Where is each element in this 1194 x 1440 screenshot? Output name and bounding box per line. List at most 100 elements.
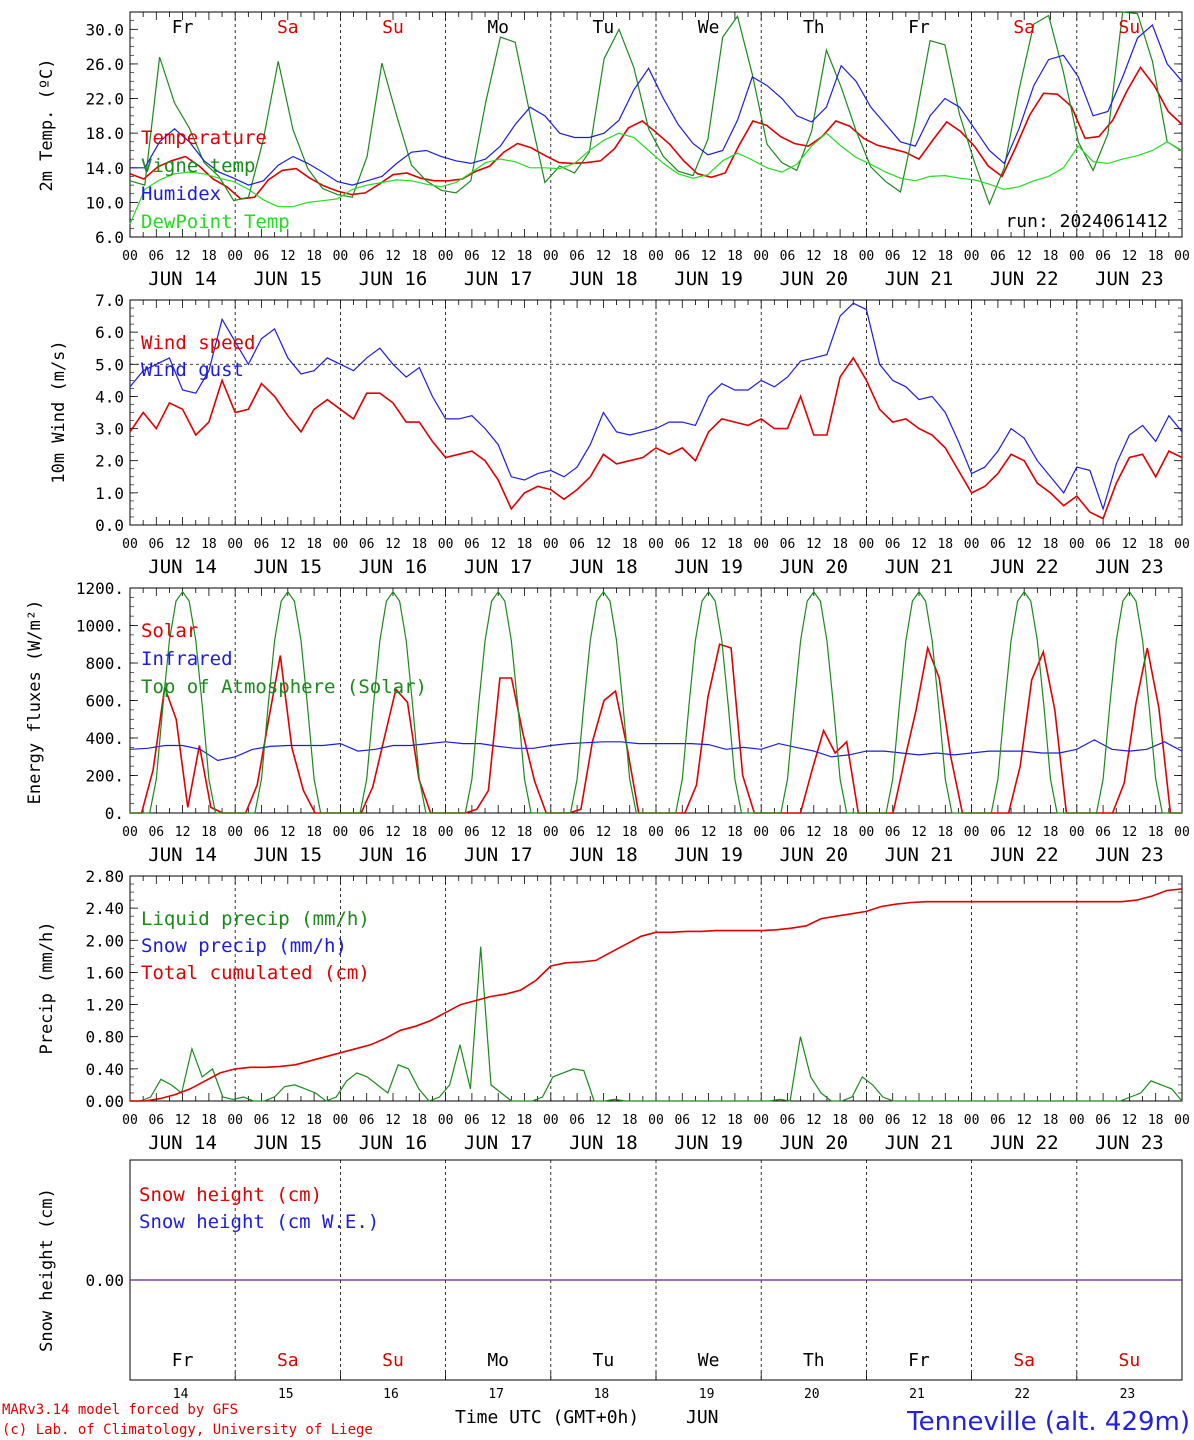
panel-5-day-number: 22 [1014, 1387, 1030, 1402]
panel-1-date-label: JUN 19 [674, 268, 743, 290]
panel-3-hour-label: 06 [780, 825, 796, 840]
panel-4-hour-label: 18 [411, 1113, 427, 1128]
panel-3-hour-label: 00 [438, 825, 454, 840]
panel-2-hour-label: 12 [1016, 537, 1032, 552]
panel-1-hour-label: 00 [333, 249, 349, 264]
panel-2-hour-label: 18 [306, 537, 322, 552]
panel-4-hour-label: 00 [1069, 1113, 1085, 1128]
panel-2-ytick-label: 7.0 [95, 291, 124, 310]
panel-1-day-name: Mo [487, 17, 509, 38]
panel-4-hour-label: 12 [1122, 1113, 1138, 1128]
panel-1-hour-label: 18 [201, 249, 217, 264]
panel-1-hour-label: 12 [596, 249, 612, 264]
panel-3-date-label: JUN 21 [885, 844, 954, 866]
panel-1-hour-label: 12 [1122, 249, 1138, 264]
panel-4-hour-label: 06 [990, 1113, 1006, 1128]
panel-1-series-dewpoint-temp [129, 132, 1183, 225]
panel-1-hour-label: 12 [911, 249, 927, 264]
panel-4-date-label: JUN 23 [1095, 1132, 1164, 1154]
panel-1-date-label: JUN 18 [569, 268, 638, 290]
panel-2-hour-label: 18 [832, 537, 848, 552]
panel-1-hour-label: 06 [885, 249, 901, 264]
panel-5-day-number: 18 [594, 1387, 610, 1402]
panel-3-hour-label: 06 [464, 825, 480, 840]
panel-2-date-label: JUN 14 [148, 556, 217, 578]
panel-5-day-name: We [698, 1350, 720, 1371]
panel-3-hour-label: 06 [990, 825, 1006, 840]
panel-1-hour-label: 06 [359, 249, 375, 264]
panel-1-hour-label: 06 [148, 249, 164, 264]
panel-3-hour-label: 00 [543, 825, 559, 840]
panel-4-hour-label: 06 [359, 1113, 375, 1128]
panel-2-hour-label: 00 [859, 537, 875, 552]
panel-1-date-label: JUN 23 [1095, 268, 1164, 290]
panel-3-ytick-label: 1000. [76, 617, 124, 636]
panel-3-hour-label: 12 [701, 825, 717, 840]
panel-3-hour-label: 00 [1174, 825, 1190, 840]
panel-4-frame [129, 875, 1183, 1102]
panel-2-series-wind-speed [129, 356, 1183, 520]
panel-1-hour-label: 18 [1148, 249, 1164, 264]
panel-1-day-name: Sa [277, 17, 299, 38]
panel-3-date-label: JUN 19 [674, 844, 743, 866]
panel-4-ytick-label: 2.80 [85, 867, 124, 886]
panel-2-hour-label: 06 [148, 537, 164, 552]
panel-4-hour-label: 18 [937, 1113, 953, 1128]
panel-2-hour-label: 12 [175, 537, 191, 552]
panel-4-hour-label: 12 [806, 1113, 822, 1128]
panel-3-ytick-label: 800. [85, 654, 124, 673]
panel-3-ytick-label: 600. [85, 692, 124, 711]
panel-1-series-temperature [129, 65, 1183, 200]
panel-5-day-name: Sa [1013, 1350, 1035, 1371]
panel-4-hour-label: 06 [780, 1113, 796, 1128]
panel-2-date-label: JUN 17 [464, 556, 533, 578]
panel-1-hour-label: 06 [254, 249, 270, 264]
panel-3-hour-label: 18 [306, 825, 322, 840]
panel-1-hour-label: 12 [490, 249, 506, 264]
panel-1-date-label: JUN 14 [148, 268, 217, 290]
panel-2-date-label: JUN 15 [253, 556, 322, 578]
panel-3-ytick-label: 400. [85, 729, 124, 748]
panel-2-hour-label: 12 [701, 537, 717, 552]
panel-2-hour-label: 00 [438, 537, 454, 552]
panel-1-date-label: JUN 16 [359, 268, 428, 290]
panel-1-hour-label: 18 [832, 249, 848, 264]
panel-3-hour-label: 06 [569, 825, 585, 840]
panel-3-hour-label: 12 [385, 825, 401, 840]
panel-2-hour-label: 00 [753, 537, 769, 552]
panel-4-date-label: JUN 22 [990, 1132, 1059, 1154]
panel-3-ytick-label: 0. [105, 804, 124, 823]
panel-3-date-label: JUN 16 [359, 844, 428, 866]
panel-3-date-label: JUN 17 [464, 844, 533, 866]
panel-1-hour-label: 00 [648, 249, 664, 264]
panel-5-day-name: Fr [908, 1350, 930, 1371]
panel-2-hour-label: 06 [780, 537, 796, 552]
panel-2-hour-label: 12 [280, 537, 296, 552]
panel-1-hour-label: 12 [385, 249, 401, 264]
panel-5-day-name: Tu [593, 1350, 615, 1371]
panel-4-hour-label: 12 [280, 1113, 296, 1128]
panel-1-hour-label: 00 [1174, 249, 1190, 264]
panel-3-hour-label: 12 [280, 825, 296, 840]
panel-3-hour-label: 18 [1043, 825, 1059, 840]
panel-3-hour-label: 06 [254, 825, 270, 840]
panel-5-day-number: 14 [173, 1387, 189, 1402]
panel-3-date-label: JUN 15 [253, 844, 322, 866]
panel-1-hour-label: 18 [1043, 249, 1059, 264]
panel-4-ytick-label: 2.00 [85, 931, 124, 950]
panel-2-hour-label: 06 [990, 537, 1006, 552]
panel-4-hour-label: 18 [622, 1113, 638, 1128]
panel-3-hour-label: 00 [333, 825, 349, 840]
panel-4-hour-label: 18 [1043, 1113, 1059, 1128]
panel-4-hour-label: 00 [648, 1113, 664, 1128]
panel-3-hour-label: 12 [1016, 825, 1032, 840]
panel-2-series-wind-gust [129, 302, 1183, 511]
panel-3-date-label: JUN 14 [148, 844, 217, 866]
panel-2-hour-label: 18 [937, 537, 953, 552]
panel-1-hour-label: 00 [438, 249, 454, 264]
panel-3-hour-label: 12 [490, 825, 506, 840]
panel-3-hour-label: 00 [122, 825, 138, 840]
panel-5-day-number: 16 [383, 1387, 399, 1402]
panel-2-hour-label: 12 [806, 537, 822, 552]
